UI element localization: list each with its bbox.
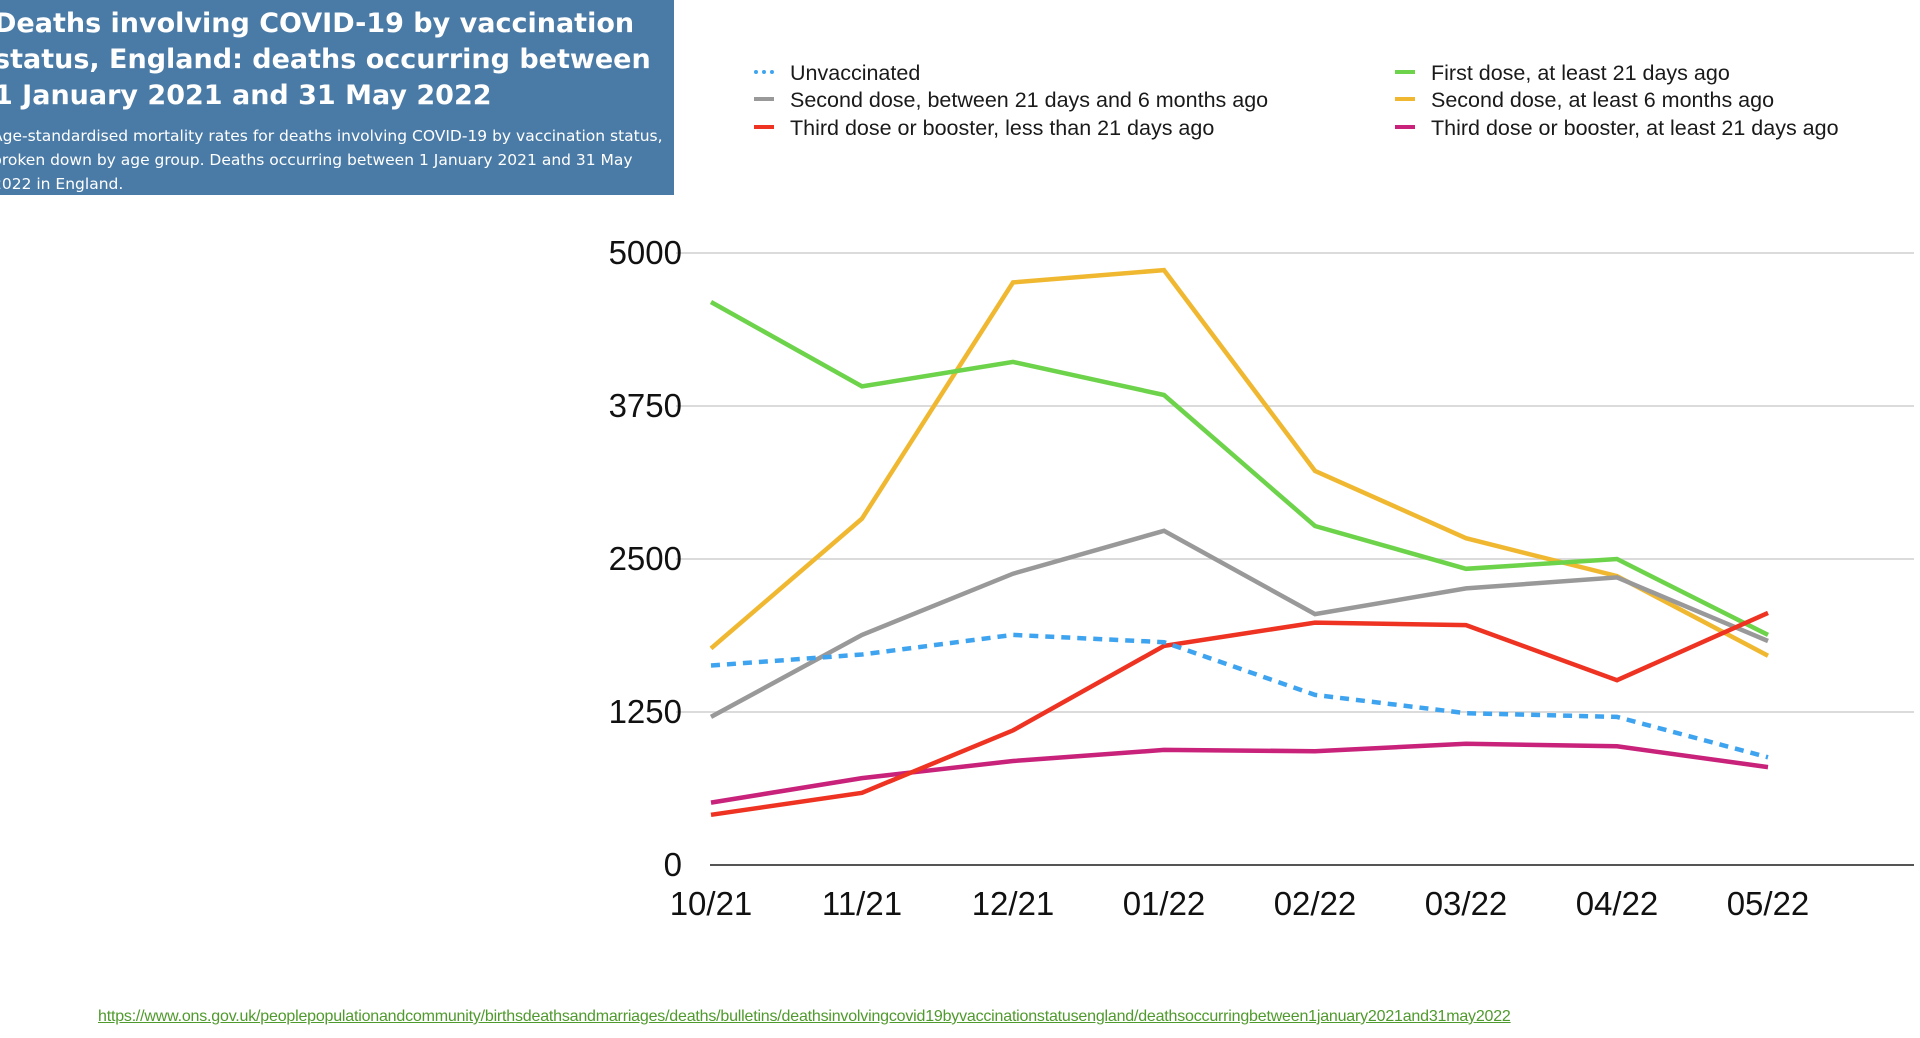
legend-swatch-third-dose-21d: [1395, 125, 1415, 130]
y-tick-label: 5000: [609, 234, 682, 271]
legend-label: Second dose, at least 6 months ago: [1431, 88, 1775, 112]
legend-item-unvaccinated: Unvaccinated: [754, 60, 920, 86]
series-line-first-dose-at-least-21-days-ago: [709, 300, 1770, 637]
chart-subtitle: Age-standardised mortality rates for dea…: [0, 127, 663, 193]
legend-item-third-dose-recent: Third dose or booster, less than 21 days…: [754, 115, 1214, 141]
y-tick-label: 3750: [609, 387, 682, 424]
y-tick-label: 2500: [609, 540, 682, 577]
legend-item-third-dose-21d: Third dose or booster, at least 21 days …: [1395, 115, 1839, 141]
line-chart: 0 1250 2500 3750 5000 10/21 11/21 12/21 01/22 02/…: [609, 234, 1914, 922]
x-tick-label: 01/22: [1123, 885, 1206, 922]
legend-swatch-second-dose-recent: [754, 97, 774, 102]
title-panel: Deaths involving COVID-19 by vaccination…: [0, 0, 674, 195]
legend-swatch-second-dose-6m: [1395, 97, 1415, 102]
legend-item-first-dose: First dose, at least 21 days ago: [1395, 60, 1730, 86]
series-line-third-dose-or-booster-less-than-21-days-ago: [710, 610, 1769, 818]
legend-label: Unvaccinated: [790, 61, 921, 85]
x-tick-label: 05/22: [1727, 885, 1810, 922]
legend-item-second-dose-6m: Second dose, at least 6 months ago: [1395, 87, 1774, 113]
legend-swatch-unvaccinated: [754, 70, 774, 75]
legend-label: Second dose, between 21 days and 6 month…: [790, 88, 1269, 112]
chart-legend: Unvaccinated Second dose, between 21 day…: [0, 0, 1920, 150]
x-tick-label: 04/22: [1576, 885, 1659, 922]
chart-title: Deaths involving COVID-19 by vaccination…: [0, 8, 651, 111]
series-line-unvaccinated: [710, 632, 1769, 760]
legend-label: Third dose or booster, at least 21 days …: [1431, 116, 1839, 140]
x-tick-label: 03/22: [1425, 885, 1508, 922]
x-tick-label: 10/21: [670, 885, 753, 922]
y-tick-label: 0: [664, 846, 682, 883]
legend-item-second-dose-recent: Second dose, between 21 days and 6 month…: [754, 87, 1268, 113]
series-line-second-dose-at-least-6-months-ago: [709, 267, 1770, 658]
legend-swatch-first-dose: [1395, 70, 1415, 75]
x-tick-label: 12/21: [972, 885, 1055, 922]
y-tick-label: 1250: [609, 693, 682, 730]
source-link[interactable]: https://www.ons.gov.uk/peoplepopulationa…: [98, 1008, 1511, 1025]
legend-label: Third dose or booster, less than 21 days…: [790, 116, 1215, 140]
legend-label: First dose, at least 21 days ago: [1431, 61, 1730, 85]
series-line-third-dose-or-booster-at-least-21-days-ago: [710, 741, 1769, 805]
series-line-second-dose-between-21-days-and-6-months-ago: [709, 528, 1769, 719]
legend-swatch-third-dose-recent: [754, 125, 774, 130]
x-tick-label: 02/22: [1274, 885, 1357, 922]
x-tick-label: 11/21: [822, 885, 902, 922]
